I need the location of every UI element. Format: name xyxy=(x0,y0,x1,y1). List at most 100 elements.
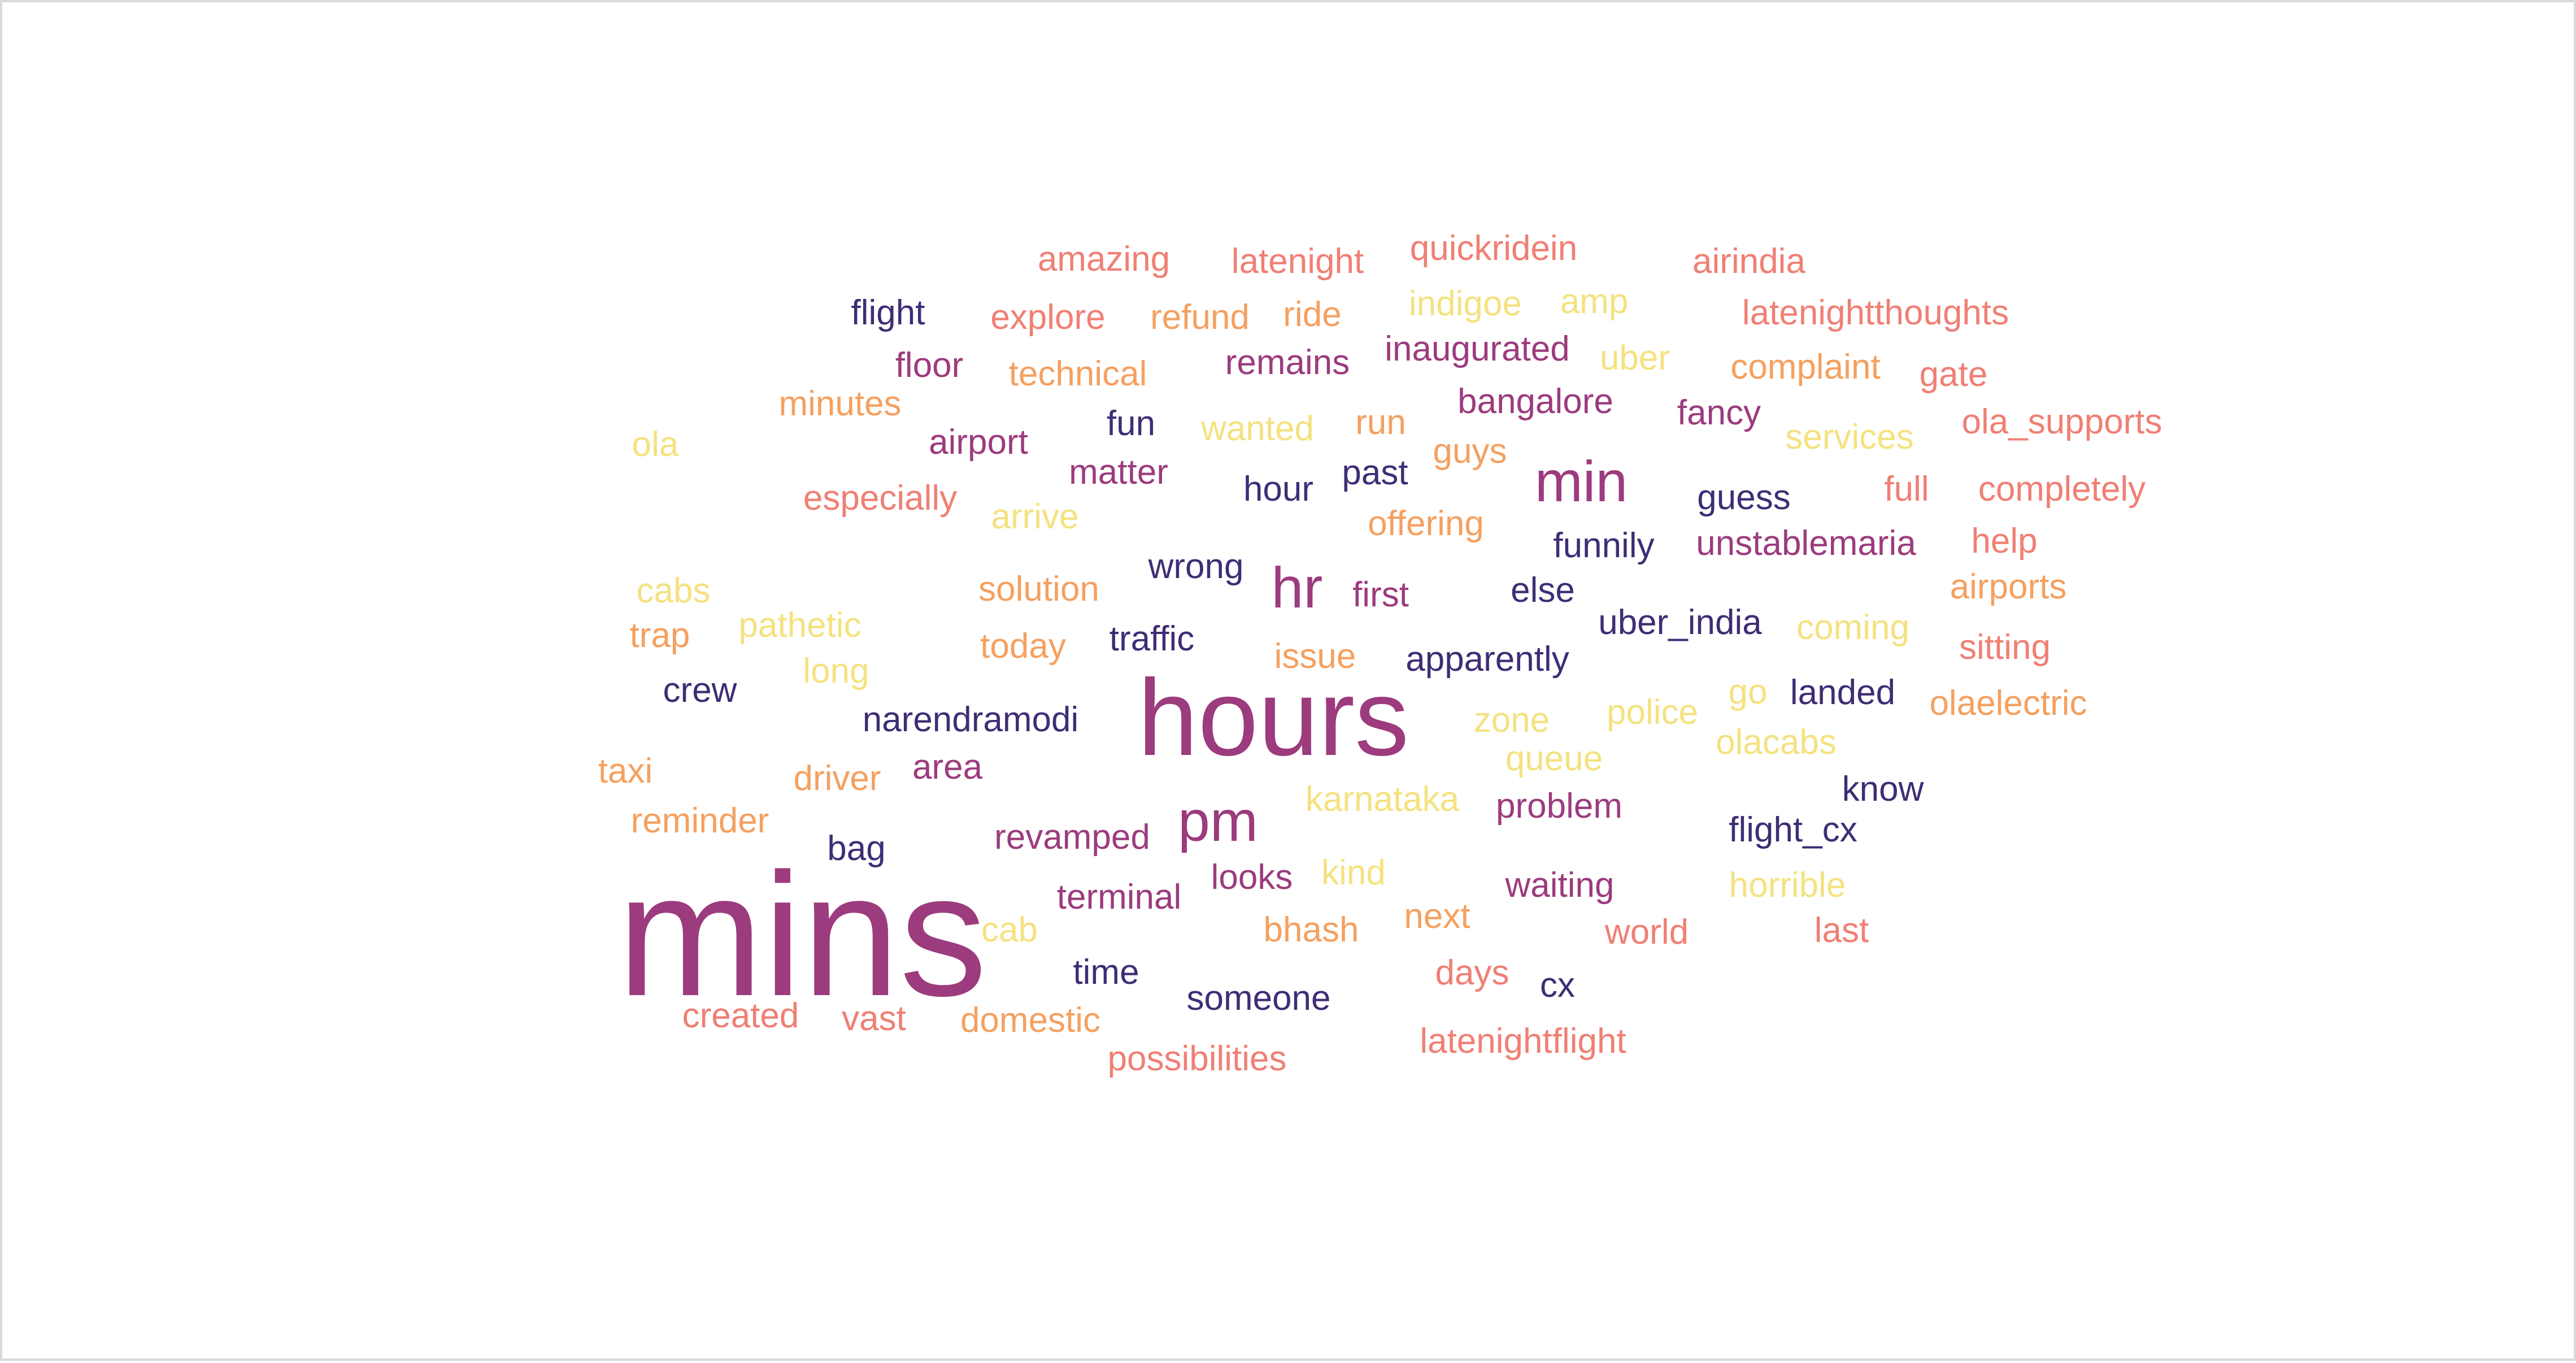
word-bhash: bhash xyxy=(1263,910,1359,949)
word-uber: uber xyxy=(1599,338,1670,377)
word-funnily: funnily xyxy=(1553,526,1655,565)
word-unstablemaria: unstablemaria xyxy=(1696,524,1916,563)
word-fancy: fancy xyxy=(1677,393,1761,432)
word-hours: hours xyxy=(1137,657,1409,778)
word-know: know xyxy=(1842,770,1924,809)
word-bag: bag xyxy=(827,829,886,868)
word-looks: looks xyxy=(1211,858,1293,897)
word-olaelectric: olaelectric xyxy=(1929,684,2087,723)
word-quickridein: quickridein xyxy=(1409,229,1578,268)
word-sitting: sitting xyxy=(1959,628,2051,667)
word-queue: queue xyxy=(1505,739,1603,778)
word-first: first xyxy=(1352,575,1409,614)
word-olacabs: olacabs xyxy=(1716,723,1837,762)
word-run: run xyxy=(1355,403,1406,442)
word-world: world xyxy=(1604,913,1689,952)
word-bangalore: bangalore xyxy=(1457,382,1613,421)
word-domestic: domestic xyxy=(960,1001,1101,1040)
word-last: last xyxy=(1814,911,1869,950)
word-inaugurated: inaugurated xyxy=(1385,329,1570,368)
word-airport: airport xyxy=(929,423,1028,462)
word-past: past xyxy=(1342,453,1408,492)
word-days: days xyxy=(1435,953,1509,992)
word-ola: ola xyxy=(632,425,679,464)
word-problem: problem xyxy=(1496,787,1622,826)
word-guess: guess xyxy=(1697,478,1791,517)
word-help: help xyxy=(1971,522,2038,561)
word-especially: especially xyxy=(803,479,958,518)
word-coming: coming xyxy=(1796,608,1909,647)
word-trap: trap xyxy=(629,616,690,655)
word-floor: floor xyxy=(895,346,964,385)
word-terminal: terminal xyxy=(1056,878,1182,917)
word-issue: issue xyxy=(1274,637,1356,676)
word-min: min xyxy=(1534,449,1628,514)
word-cab: cab xyxy=(981,910,1038,949)
word-waiting: waiting xyxy=(1505,866,1615,905)
word-reminder: reminder xyxy=(630,801,769,840)
word-landed: landed xyxy=(1790,673,1896,712)
word-latenight: latenight xyxy=(1231,242,1364,281)
word-taxi: taxi xyxy=(598,752,653,791)
word-complaint: complaint xyxy=(1730,348,1881,387)
word-uber-india: uber_india xyxy=(1598,603,1762,642)
word-full: full xyxy=(1884,470,1929,509)
word-refund: refund xyxy=(1150,298,1250,337)
word-pm: pm xyxy=(1178,789,1258,853)
word-long: long xyxy=(803,652,869,691)
word-apparently: apparently xyxy=(1406,640,1569,679)
word-police: police xyxy=(1607,693,1698,732)
word-services: services xyxy=(1785,418,1914,457)
word-pathetic: pathetic xyxy=(738,606,861,645)
word-revamped: revamped xyxy=(994,818,1150,857)
word-hour: hour xyxy=(1243,470,1314,509)
word-matter: matter xyxy=(1069,453,1168,492)
word-arrive: arrive xyxy=(991,497,1079,536)
word-mins: mins xyxy=(617,836,987,1032)
word-amp: amp xyxy=(1560,282,1629,321)
word-else: else xyxy=(1511,571,1575,610)
word-flight: flight xyxy=(851,293,925,332)
word-vast: vast xyxy=(842,999,906,1038)
word-go: go xyxy=(1728,672,1768,711)
word-created: created xyxy=(682,996,799,1035)
word-completely: completely xyxy=(1978,470,2146,509)
word-wanted: wanted xyxy=(1201,409,1314,448)
word-explore: explore xyxy=(990,298,1106,337)
word-cabs: cabs xyxy=(636,571,711,610)
word-amazing: amazing xyxy=(1037,240,1170,279)
word-flight-cx: flight_cx xyxy=(1729,810,1857,849)
word-next: next xyxy=(1404,897,1470,936)
word-horrible: horrible xyxy=(1729,866,1846,905)
word-possibilities: possibilities xyxy=(1107,1039,1287,1078)
word-guys: guys xyxy=(1433,432,1507,471)
word-latenightflight: latenightflight xyxy=(1420,1022,1626,1061)
word-remains: remains xyxy=(1225,343,1350,382)
word-minutes: minutes xyxy=(778,384,902,423)
word-driver: driver xyxy=(793,759,881,798)
word-airindia: airindia xyxy=(1692,242,1805,281)
word-ola-supports: ola_supports xyxy=(1961,402,2162,441)
word-narendramodi: narendramodi xyxy=(862,700,1079,739)
word-zone: zone xyxy=(1473,701,1550,740)
word-airports: airports xyxy=(1950,567,2067,606)
word-gate: gate xyxy=(1919,355,1988,394)
word-traffic: traffic xyxy=(1109,619,1195,658)
word-kind: kind xyxy=(1321,853,1386,892)
word-technical: technical xyxy=(1008,354,1147,393)
word-crew: crew xyxy=(663,671,737,710)
word-time: time xyxy=(1073,953,1139,992)
word-wrong: wrong xyxy=(1148,547,1244,586)
word-latenightthoughts: latenightthoughts xyxy=(1742,293,2009,332)
word-someone: someone xyxy=(1186,979,1331,1018)
word-cx: cx xyxy=(1540,966,1575,1005)
word-ride: ride xyxy=(1283,295,1342,334)
word-indigoe: indigoe xyxy=(1409,284,1522,323)
word-offering: offering xyxy=(1368,504,1484,543)
word-today: today xyxy=(980,627,1066,666)
word-fun: fun xyxy=(1106,404,1156,443)
word-area: area xyxy=(912,748,983,787)
word-solution: solution xyxy=(978,570,1099,609)
